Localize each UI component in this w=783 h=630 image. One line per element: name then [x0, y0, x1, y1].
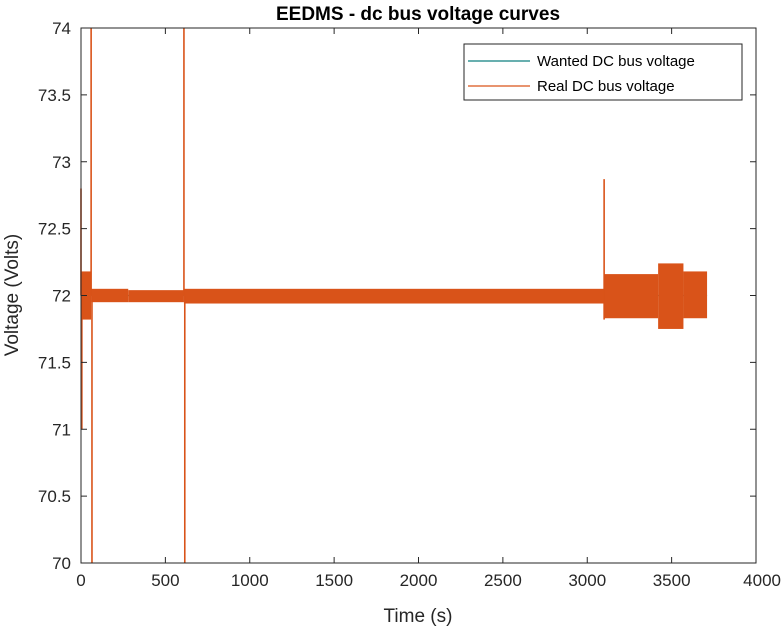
series-real-band-4 [604, 274, 659, 319]
legend-label-wanted: Wanted DC bus voltage [537, 53, 695, 70]
y-tick-label: 73.5 [38, 86, 71, 105]
legend-label-real: Real DC bus voltage [537, 78, 675, 95]
x-tick-label: 2000 [400, 571, 438, 590]
y-tick-label: 71.5 [38, 353, 71, 372]
x-tick-label: 0 [76, 571, 85, 590]
y-axis-label: Voltage (Volts) [2, 234, 23, 357]
series-layer [80, 28, 708, 563]
x-tick-label: 3500 [653, 571, 691, 590]
x-axis-label: Time (s) [384, 606, 453, 627]
y-tick-label: 70 [52, 554, 71, 573]
y-tick-label: 70.5 [38, 487, 71, 506]
x-tick-label: 3000 [568, 571, 606, 590]
y-tick-label: 74 [52, 19, 71, 38]
legend-box [463, 43, 743, 101]
series-real-band-2 [128, 290, 184, 303]
x-tick-label: 1000 [231, 571, 269, 590]
chart-title: EEDMS - dc bus voltage curves [276, 4, 560, 25]
series-real-band-3 [183, 288, 605, 304]
y-tick-label: 72 [52, 287, 71, 306]
y-tick-label: 73 [52, 153, 71, 172]
series-real-band-5 [658, 263, 684, 329]
series-real-band-1 [91, 288, 129, 303]
x-tick-label: 500 [151, 571, 179, 590]
y-tick-label: 71 [52, 420, 71, 439]
y-tick-label: 72.5 [38, 220, 71, 239]
axes-layer: 0 500 1000 1500 2000 2500 3000 3500 4000 70 70.5 71… [38, 19, 781, 590]
x-tick-label: 2500 [484, 571, 522, 590]
x-tick-label: 4000 [743, 571, 781, 590]
series-real-band-6 [683, 271, 708, 319]
legend: Wanted DC bus voltage Real DC bus voltag… [463, 43, 743, 101]
x-tick-label: 1500 [315, 571, 353, 590]
